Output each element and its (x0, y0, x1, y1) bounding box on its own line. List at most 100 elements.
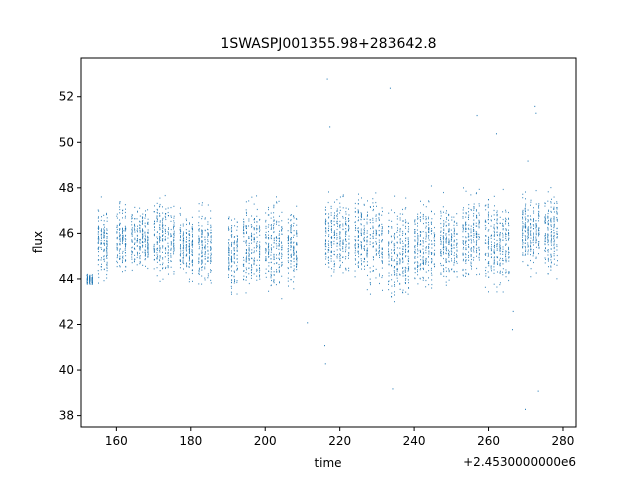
data-point (522, 229, 523, 231)
data-point (465, 221, 467, 223)
data-point (290, 214, 292, 217)
data-point (508, 239, 509, 241)
data-point (259, 219, 260, 221)
data-point (345, 268, 347, 270)
data-point (476, 216, 477, 218)
data-point (198, 238, 200, 240)
data-point (405, 256, 406, 258)
data-point (470, 254, 472, 256)
data-point (154, 226, 155, 228)
data-point (210, 241, 212, 243)
data-point (119, 208, 121, 211)
data-point (192, 229, 194, 231)
data-point (210, 246, 212, 248)
data-point (425, 279, 427, 282)
data-point (405, 244, 407, 246)
data-point (243, 233, 245, 235)
data-point (246, 244, 247, 246)
data-point (499, 253, 501, 255)
data-point (530, 253, 531, 256)
data-point (293, 260, 295, 263)
data-point (456, 271, 458, 273)
data-point (553, 241, 555, 243)
data-point (273, 255, 275, 257)
data-point (145, 253, 146, 256)
data-point (465, 225, 467, 227)
data-point (210, 252, 212, 254)
data-point (478, 227, 480, 229)
data-point (407, 293, 409, 295)
data-point (116, 248, 118, 250)
data-point (162, 278, 164, 280)
data-point (391, 259, 393, 261)
data-point (131, 241, 133, 243)
data-point (124, 248, 126, 250)
data-point (182, 243, 184, 245)
data-point (428, 253, 430, 255)
data-point (553, 253, 555, 255)
data-point (357, 243, 359, 245)
data-point (100, 246, 102, 249)
data-point (139, 231, 141, 233)
data-point (508, 229, 509, 231)
data-point (204, 217, 206, 219)
data-point (358, 236, 360, 238)
data-point (524, 224, 526, 226)
data-point (173, 247, 175, 249)
data-point (358, 216, 359, 218)
data-point (547, 200, 549, 202)
data-point (131, 230, 133, 232)
data-point (476, 225, 478, 227)
data-point (293, 288, 295, 290)
data-point (378, 219, 380, 222)
data-point (124, 229, 126, 232)
data-point (476, 255, 477, 257)
data-point (493, 226, 495, 228)
data-point (89, 279, 90, 281)
data-point (445, 224, 447, 227)
data-point (342, 242, 344, 244)
data-point (525, 250, 526, 253)
data-point (345, 207, 347, 209)
data-point (116, 260, 118, 262)
data-point (499, 250, 501, 252)
data-point (468, 245, 470, 248)
data-point (408, 287, 410, 289)
data-point (407, 250, 409, 253)
data-point (417, 222, 418, 224)
data-point (530, 230, 532, 232)
data-point (547, 249, 549, 251)
y-tick-label: 40 (59, 363, 74, 377)
data-point (124, 238, 126, 240)
data-point (331, 225, 332, 228)
data-point (488, 229, 490, 231)
data-point (204, 241, 206, 243)
data-point (394, 233, 396, 235)
data-point (484, 286, 486, 288)
data-point (234, 280, 235, 283)
data-point (550, 228, 552, 231)
data-point (456, 213, 458, 215)
data-point (144, 259, 146, 261)
data-point (98, 228, 100, 231)
data-point (121, 232, 123, 235)
data-point (490, 237, 492, 239)
data-point (556, 207, 558, 209)
data-point (453, 254, 455, 257)
data-point (210, 249, 212, 251)
data-point (167, 242, 169, 244)
data-point (547, 234, 549, 236)
data-point (281, 265, 282, 267)
data-point (296, 266, 297, 268)
data-point (499, 263, 501, 265)
data-point (399, 231, 401, 233)
data-point (162, 247, 164, 249)
data-point (228, 229, 230, 231)
data-point (462, 254, 464, 256)
data-point (276, 269, 277, 271)
data-point (376, 253, 377, 255)
data-point (265, 212, 267, 214)
data-point (278, 234, 280, 236)
data-point (251, 215, 253, 217)
data-point (354, 270, 356, 272)
